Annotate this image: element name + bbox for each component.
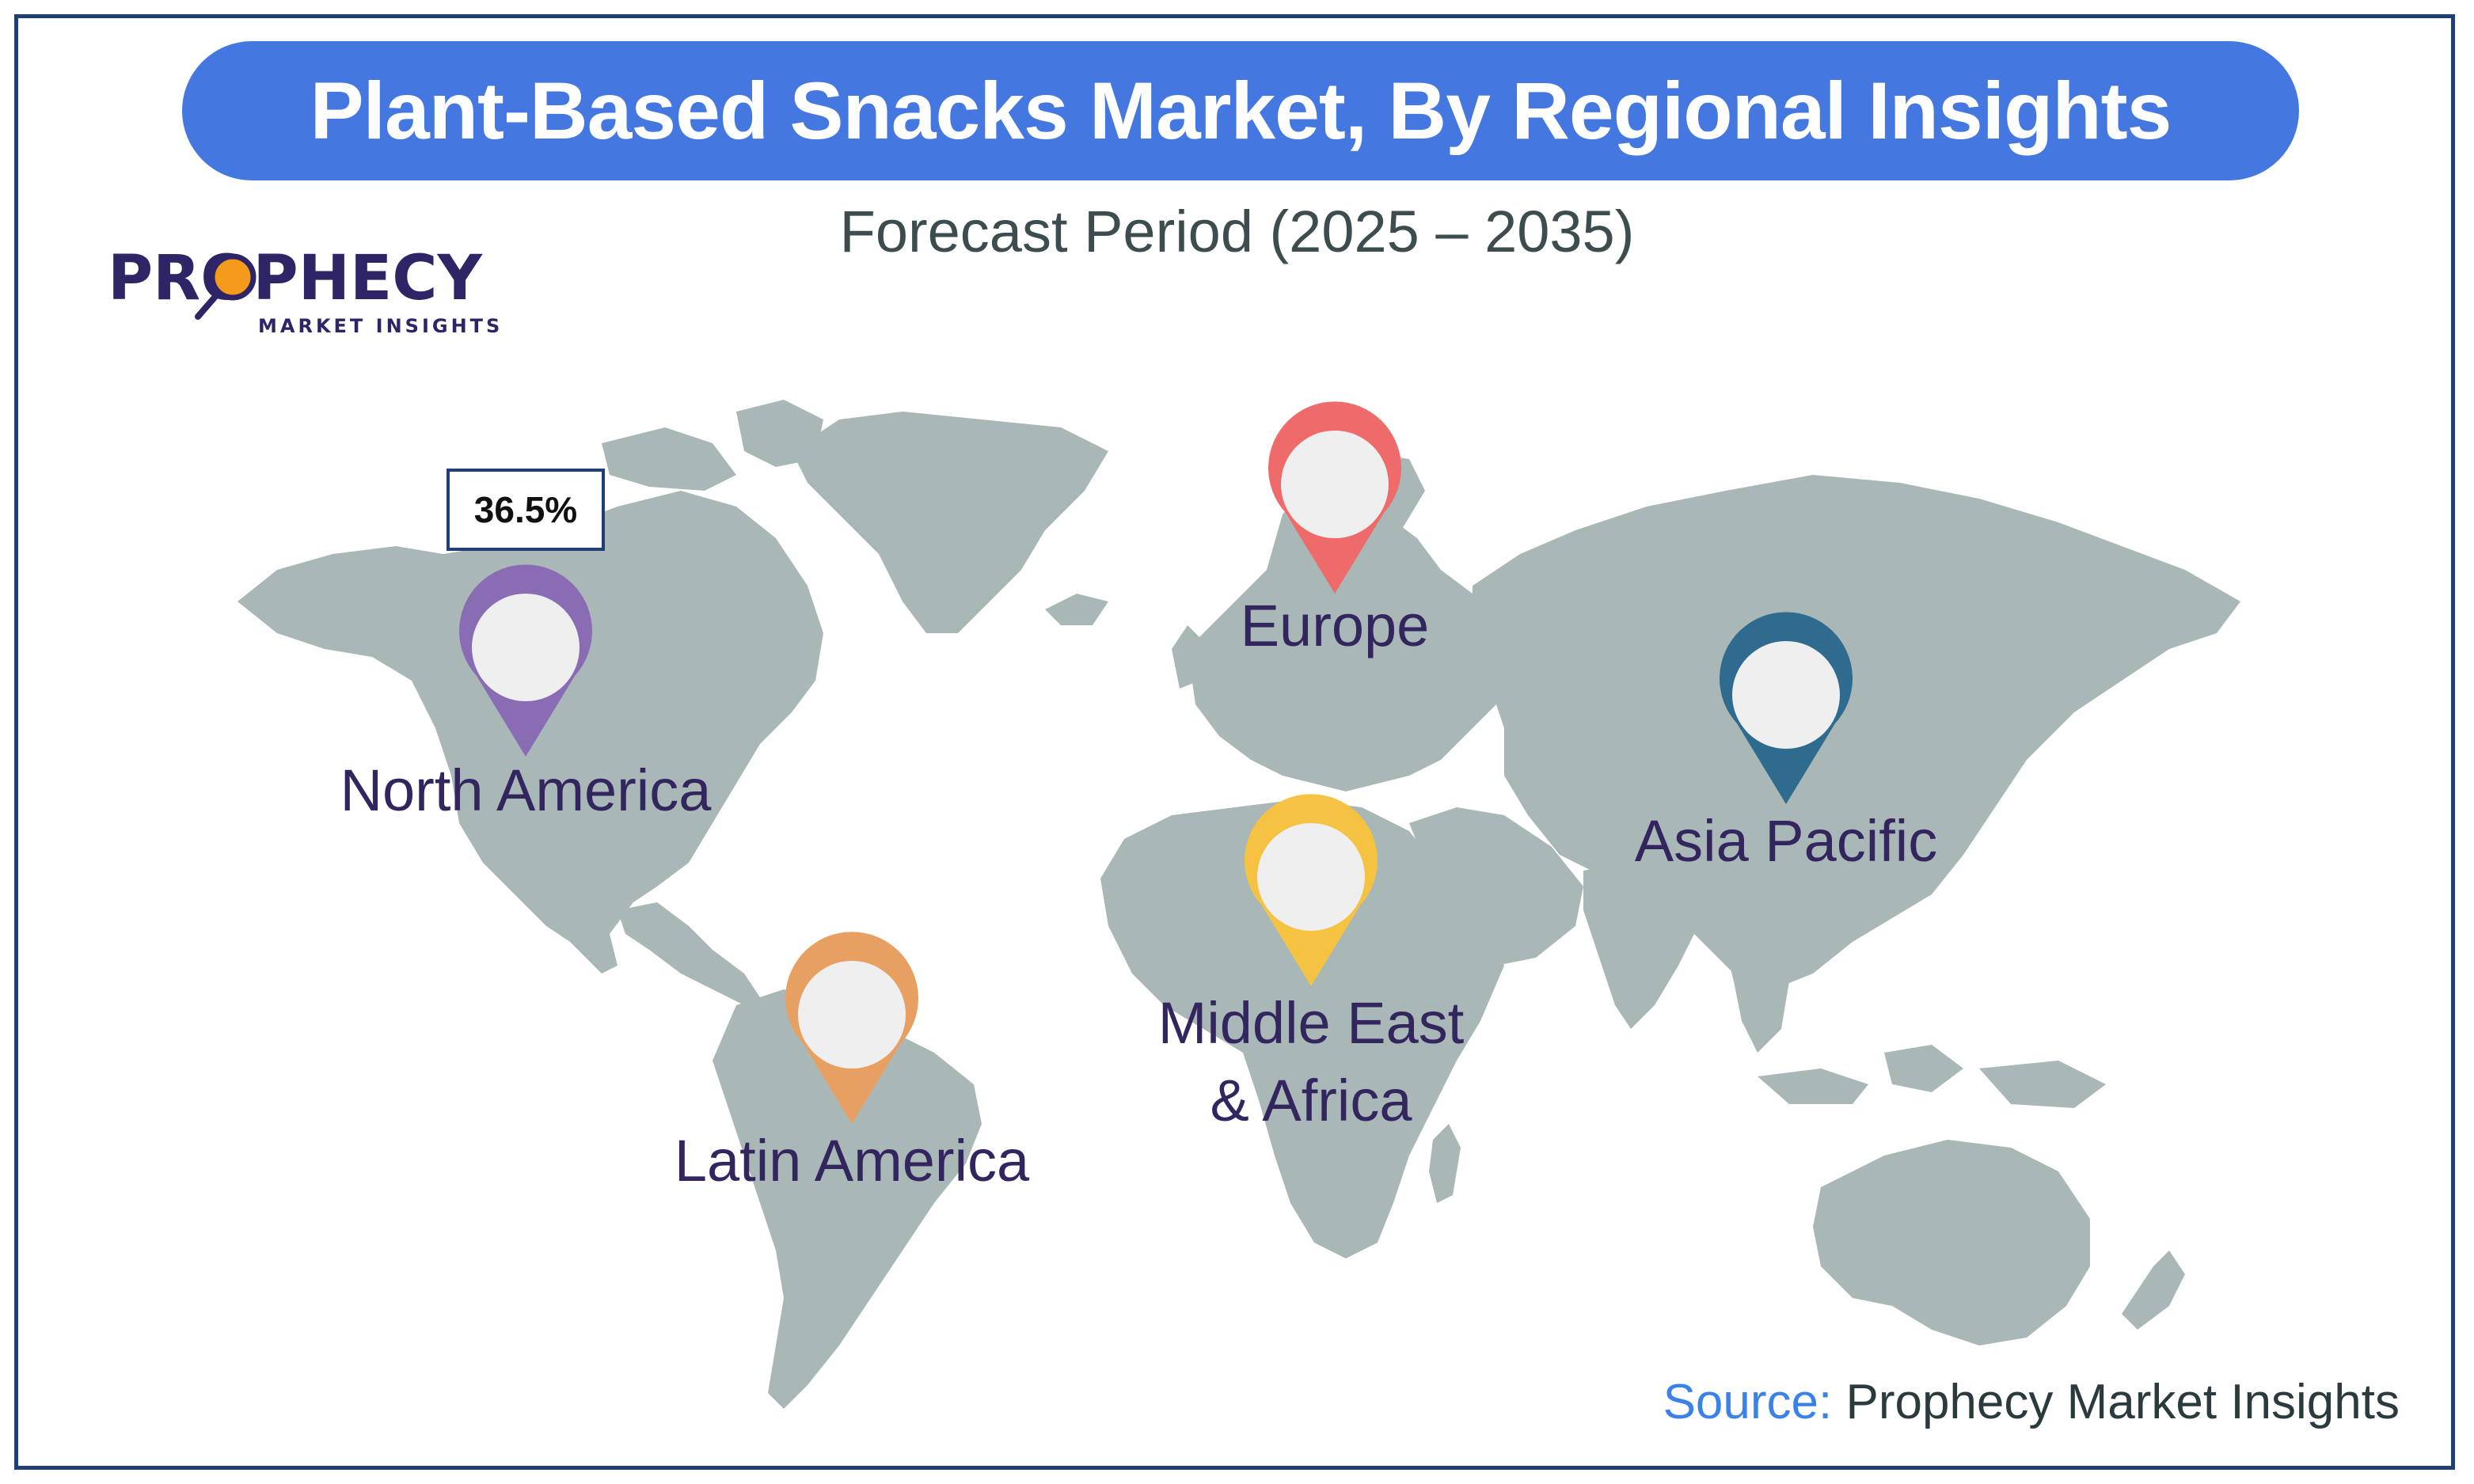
region-label-middle-east-africa-line2: & Africa: [1210, 1068, 1412, 1133]
pin-north-america: [459, 564, 592, 757]
continent-south-america: [713, 989, 982, 1409]
continent-australia: [1813, 1140, 2090, 1345]
logo-tagline: MARKET INSIGHTS: [258, 315, 503, 337]
region-label-europe: Europe: [1240, 593, 1430, 659]
continent-asia: [1473, 475, 2240, 989]
new-zealand: [2122, 1251, 2185, 1330]
outer-frame: [14, 14, 2455, 1470]
pin-middle-east-africa: [1245, 794, 1378, 986]
pin-latin-america: [785, 932, 918, 1124]
share-badge: 36.5%: [447, 469, 605, 551]
logo-brand-text: PROPHECY: [108, 243, 484, 314]
madagascar: [1429, 1124, 1461, 1203]
pin-asia-pacific: [1720, 612, 1853, 804]
source-label: Source:: [1663, 1375, 1833, 1429]
region-label-middle-east-africa-line1: Middle East: [1157, 990, 1465, 1056]
land-masses: [238, 400, 2240, 1409]
region-label-asia-pacific: Asia Pacific: [1634, 808, 1938, 874]
brand-logo: PROPHECY MARKET INSIGHTS: [108, 243, 503, 337]
region-label-latin-america: Latin America: [674, 1128, 1030, 1194]
continent-central-america: [618, 902, 760, 1005]
source-credit: Source: Prophecy Market Insights: [1663, 1374, 2400, 1430]
japan: [1932, 744, 1995, 847]
southeast-asia: [1726, 942, 1789, 1053]
greenland: [792, 412, 1108, 633]
arctic-islands: [602, 400, 887, 514]
arabian-peninsula: [1409, 807, 1583, 966]
continent-africa: [1100, 799, 1504, 1258]
page-subtitle: Forecast Period (2025 – 2035): [839, 199, 1635, 264]
source-name: Prophecy Market Insights: [1845, 1375, 2400, 1429]
british-isles: [1045, 594, 1203, 689]
indonesia: [1758, 1045, 2106, 1108]
title-banner: Plant-Based Snacks Market, By Regional I…: [182, 41, 2299, 180]
region-label-north-america: North America: [340, 757, 712, 823]
magnifier-icon: [195, 253, 257, 320]
indian-subcontinent: [1583, 863, 1702, 1029]
page-title: Plant-Based Snacks Market, By Regional I…: [310, 65, 2172, 156]
pin-europe: [1268, 401, 1401, 594]
